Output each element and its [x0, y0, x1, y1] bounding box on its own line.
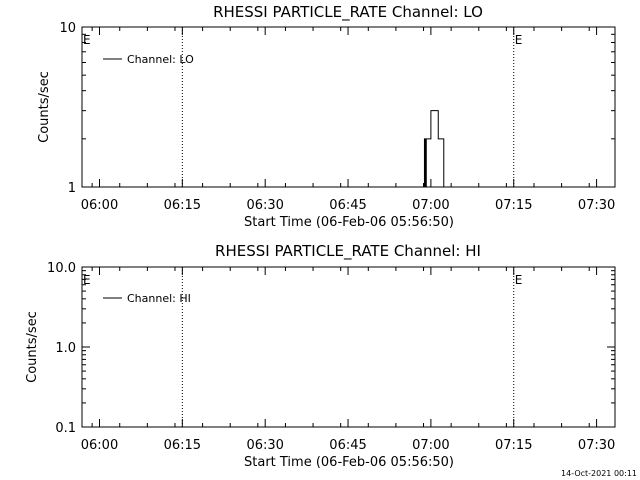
- x-tick-label: 06:00: [81, 438, 118, 453]
- legend: Channel: HI: [103, 292, 191, 305]
- y-tick-label: 1: [68, 181, 76, 196]
- event-marker-label: E: [83, 273, 91, 287]
- y-tick-label: 10.0: [47, 261, 76, 276]
- x-tick-label: 06:00: [81, 198, 118, 213]
- chart-panel-hi: RHESSI PARTICLE_RATE Channel: HI 06:00 06…: [25, 242, 616, 470]
- x-tick-label: 06:30: [246, 438, 283, 453]
- chart-title: RHESSI PARTICLE_RATE Channel: LO: [213, 3, 483, 22]
- legend-label: Channel: HI: [127, 292, 191, 305]
- y-tick-label: 0.1: [55, 421, 76, 436]
- event-marker-label: E: [515, 273, 523, 287]
- chart-panel-lo: RHESSI PARTICLE_RATE Channel: LO 06:00 06…: [37, 3, 616, 230]
- y-tick-label: 10: [59, 21, 76, 36]
- x-tick-label: 07:30: [578, 198, 615, 213]
- x-tick-label: 07:15: [495, 438, 532, 453]
- x-tick-label: 06:45: [329, 198, 366, 213]
- x-axis-label: Start Time (06-Feb-06 05:56:50): [244, 215, 454, 230]
- legend: Channel: LO: [103, 53, 194, 66]
- event-marker-label: E: [83, 33, 91, 47]
- x-tick-label: 07:00: [412, 198, 449, 213]
- x-tick-label: 07:30: [578, 438, 615, 453]
- x-tick-label: 07:00: [412, 438, 449, 453]
- chart-title: RHESSI PARTICLE_RATE Channel: HI: [215, 242, 481, 261]
- y-axis-label: Counts/sec: [25, 311, 40, 383]
- timestamp: 14-Oct-2021 00:11: [561, 469, 637, 478]
- x-tick-label: 06:30: [246, 198, 283, 213]
- series-line-channel-lo: [423, 110, 446, 188]
- y-axis-label: Counts/sec: [37, 71, 52, 143]
- x-tick-label: 06:45: [329, 438, 366, 453]
- x-axis-label: Start Time (06-Feb-06 05:56:50): [244, 455, 454, 470]
- x-tick-label: 07:15: [495, 198, 532, 213]
- y-tick-label: 1.0: [55, 341, 76, 356]
- x-tick-label: 06:15: [164, 198, 201, 213]
- legend-label: Channel: LO: [127, 53, 194, 66]
- x-tick-label: 06:15: [164, 438, 201, 453]
- event-marker-label: E: [515, 33, 523, 47]
